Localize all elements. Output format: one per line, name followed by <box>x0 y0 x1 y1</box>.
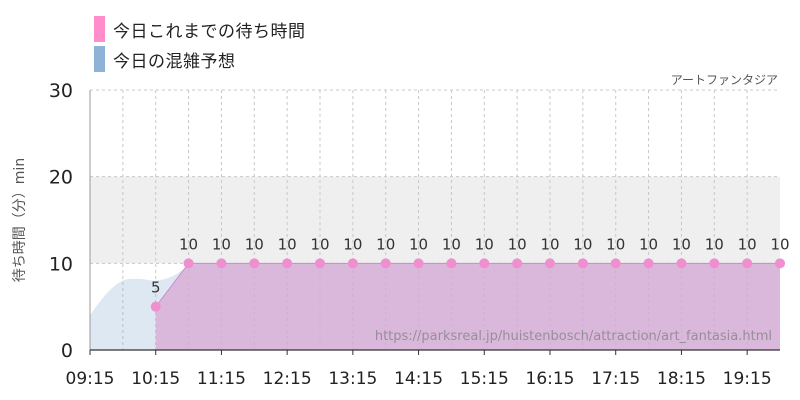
data-label: 10 <box>278 235 297 253</box>
actual-data-point[interactable] <box>249 258 260 269</box>
data-label: 10 <box>573 235 592 253</box>
data-label: 10 <box>310 235 329 253</box>
shaded-band <box>90 176 780 264</box>
actual-data-point[interactable] <box>545 258 555 269</box>
data-label: 10 <box>212 235 231 253</box>
x-tick-label: 17:15 <box>591 369 640 389</box>
legend-swatch-actual <box>94 16 105 42</box>
x-tick-label: 16:15 <box>526 369 575 389</box>
data-label: 10 <box>705 235 724 253</box>
actual-data-point[interactable] <box>315 258 325 269</box>
x-tick-label: 12:15 <box>263 369 312 389</box>
x-tick-label: 10:15 <box>131 369 180 389</box>
actual-area <box>155 263 780 350</box>
data-label: 10 <box>409 235 428 253</box>
actual-data-point[interactable] <box>183 258 194 269</box>
x-tick-label: 15:15 <box>460 369 509 389</box>
x-tick-label: 13:15 <box>328 369 377 389</box>
x-tick-label: 14:15 <box>394 369 443 389</box>
actual-data-point[interactable] <box>577 258 588 269</box>
actual-data-point[interactable] <box>512 258 523 269</box>
actual-data-point[interactable] <box>347 258 358 269</box>
y-tick-label: 10 <box>49 253 73 275</box>
actual-data-point[interactable] <box>479 258 490 269</box>
legend-swatch-forecast <box>94 46 105 72</box>
actual-data-point[interactable] <box>742 258 753 269</box>
actual-data-point[interactable] <box>216 258 227 269</box>
actual-data-point[interactable] <box>282 258 293 269</box>
x-tick-label: 11:15 <box>197 369 246 389</box>
actual-data-point[interactable] <box>610 258 621 269</box>
x-tick-label: 18:15 <box>657 369 706 389</box>
data-label: 10 <box>639 235 658 253</box>
data-label: 10 <box>179 235 198 253</box>
data-label: 10 <box>606 235 625 253</box>
data-label: 10 <box>672 235 691 253</box>
actual-line <box>155 262 780 307</box>
legend-item-actual[interactable]: 今日これまでの待ち時間 <box>94 14 306 44</box>
data-label: 10 <box>540 235 559 253</box>
legend-label-forecast: 今日の混雑予想 <box>113 51 236 72</box>
actual-data-point[interactable] <box>150 301 161 312</box>
y-tick-label: 30 <box>49 80 73 102</box>
y-tick-label: 20 <box>49 167 73 189</box>
chart-legend: 今日これまでの待ち時間 今日の混雑予想 <box>94 14 306 74</box>
data-label: 10 <box>245 235 264 253</box>
data-label: 10 <box>508 235 527 253</box>
actual-data-point[interactable] <box>380 258 391 269</box>
data-label: 5 <box>151 279 161 297</box>
data-label: 10 <box>343 235 362 253</box>
actual-data-point[interactable] <box>643 258 654 269</box>
data-label: 10 <box>442 235 461 253</box>
data-label: 10 <box>770 235 789 253</box>
actual-data-point[interactable] <box>709 258 720 269</box>
legend-item-forecast[interactable]: 今日の混雑予想 <box>94 44 306 74</box>
actual-data-point[interactable] <box>676 258 687 269</box>
actual-data-point[interactable] <box>775 258 785 269</box>
y-axis-label: 待ち時間（分）min <box>12 158 28 282</box>
y-tick-label: 0 <box>61 340 73 362</box>
data-label: 10 <box>475 235 494 253</box>
data-label: 10 <box>376 235 395 253</box>
attraction-name: アートファンタジア <box>670 73 778 87</box>
actual-data-point[interactable] <box>413 258 424 269</box>
legend-label-actual: 今日これまでの待ち時間 <box>113 21 306 42</box>
actual-data-point[interactable] <box>446 258 457 269</box>
x-tick-label: 09:15 <box>66 369 115 389</box>
data-label: 10 <box>738 235 757 253</box>
watermark-url: https://parksreal.jp/huistenbosch/attrac… <box>375 329 772 344</box>
x-tick-label: 19:15 <box>723 369 772 389</box>
